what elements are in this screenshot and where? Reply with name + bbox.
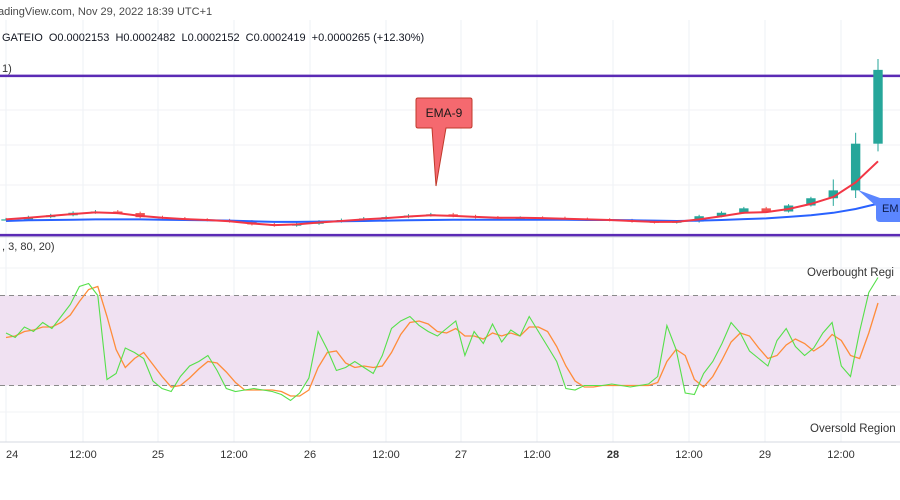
ohlc-change: +0.0000265 (+12.30%) <box>311 32 425 44</box>
stochastic-params-label: , 3, 80, 20) <box>2 241 55 253</box>
time-tick-label: 29 <box>759 449 771 461</box>
candle-body[interactable] <box>761 208 771 212</box>
candle-body[interactable] <box>716 212 727 217</box>
time-tick-label: 27 <box>455 449 467 461</box>
time-tick-label: 12:00 <box>69 449 97 461</box>
stochastic-k-line[interactable] <box>5 277 879 402</box>
chart-source-line: adingView.com, Nov 29, 2022 18:39 UTC+1 <box>0 6 213 18</box>
ema9-callout[interactable]: EMA-9 <box>415 97 473 187</box>
ema-slow-callout-label: EM <box>882 203 899 215</box>
time-tick-label: 26 <box>304 449 316 461</box>
ema9-line[interactable] <box>5 160 879 227</box>
ohlc-open: O0.0002153 <box>48 32 110 44</box>
ema-slow-callout[interactable]: EM <box>858 190 900 222</box>
ohlc-readout: GATEIO O0.0002153 H0.0002482 L0.0002152 … <box>2 32 424 44</box>
oversold-label: Oversold Region <box>810 423 896 435</box>
time-tick-label: 12:00 <box>523 449 551 461</box>
time-tick-label: 12:00 <box>675 449 703 461</box>
price-indicator-label: 1) <box>2 63 12 75</box>
ohlc-close: C0.0002419 <box>245 32 306 44</box>
candle-body[interactable] <box>850 143 861 191</box>
time-tick-label: 24 <box>6 449 18 461</box>
ema-slow-callout-shape <box>858 190 900 222</box>
ema9-callout-shape <box>415 97 473 187</box>
stochastic-band-fill <box>0 295 900 386</box>
time-tick-label: 12:00 <box>372 449 400 461</box>
time-tick-label: 28 <box>607 449 619 461</box>
ema-slow-line[interactable] <box>5 202 879 223</box>
time-axis: 24 12:00 25 12:00 26 12:00 27 12:00 28 12:00 29 12:… <box>6 449 855 461</box>
candle-body[interactable] <box>1 219 11 221</box>
time-tick-label: 12:00 <box>827 449 855 461</box>
candle-body[interactable] <box>828 190 838 199</box>
ema9-callout-label: EMA-9 <box>426 106 463 120</box>
time-tick-label: 25 <box>152 449 164 461</box>
overbought-label: Overbought Regi <box>807 267 894 279</box>
ohlc-high: H0.0002482 <box>115 32 176 44</box>
candle-body[interactable] <box>873 69 883 144</box>
candle-body[interactable] <box>739 208 749 213</box>
symbol-exchange: GATEIO <box>2 32 43 44</box>
candle-body[interactable] <box>806 198 816 206</box>
time-tick-label: 12:00 <box>220 449 248 461</box>
ohlc-low: L0.0002152 <box>181 32 240 44</box>
